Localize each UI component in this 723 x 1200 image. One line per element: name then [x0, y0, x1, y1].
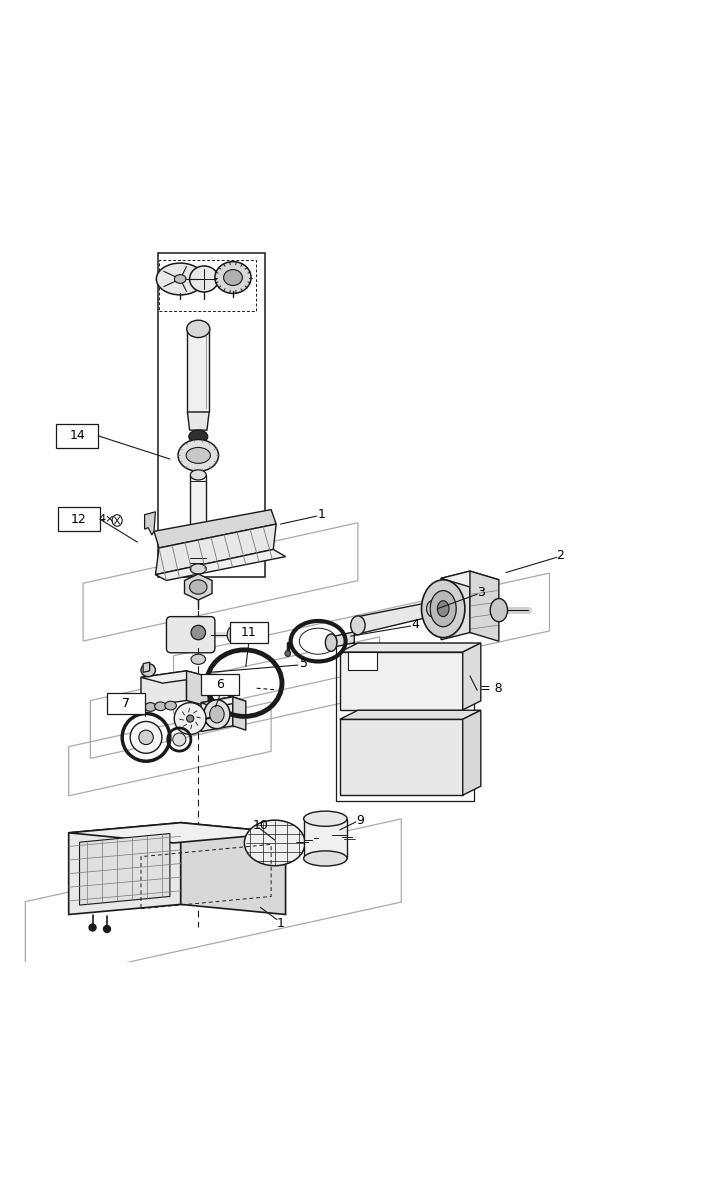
Polygon shape	[187, 412, 209, 430]
Bar	[158, 253, 265, 577]
Polygon shape	[233, 697, 246, 730]
Text: 12: 12	[71, 512, 87, 526]
Bar	[187, 329, 209, 412]
Polygon shape	[463, 710, 481, 796]
Ellipse shape	[187, 715, 194, 722]
Ellipse shape	[223, 270, 242, 286]
Ellipse shape	[190, 470, 206, 480]
Polygon shape	[155, 550, 286, 581]
Ellipse shape	[174, 275, 186, 283]
Polygon shape	[184, 574, 212, 600]
Polygon shape	[69, 823, 286, 842]
Text: 2: 2	[557, 548, 564, 562]
Ellipse shape	[145, 703, 156, 712]
Text: 4: 4	[412, 618, 419, 631]
Ellipse shape	[325, 634, 337, 652]
Text: 10: 10	[252, 820, 268, 832]
Bar	[201, 673, 239, 696]
Polygon shape	[358, 601, 434, 634]
Text: 3: 3	[477, 587, 484, 599]
Bar	[56, 424, 98, 448]
Text: 6: 6	[216, 678, 223, 691]
Ellipse shape	[210, 706, 224, 722]
Ellipse shape	[173, 733, 186, 746]
Polygon shape	[154, 510, 276, 548]
Ellipse shape	[178, 439, 218, 472]
Polygon shape	[181, 823, 286, 914]
Ellipse shape	[190, 564, 206, 574]
Text: 5: 5	[299, 658, 308, 670]
Bar	[304, 818, 347, 858]
Text: 1: 1	[277, 918, 284, 930]
Bar	[58, 508, 100, 532]
Ellipse shape	[351, 616, 365, 635]
Ellipse shape	[130, 721, 162, 754]
Polygon shape	[470, 571, 499, 641]
Ellipse shape	[186, 448, 210, 463]
Ellipse shape	[191, 625, 205, 640]
Polygon shape	[463, 643, 481, 710]
Text: = 8: = 8	[480, 682, 503, 695]
Ellipse shape	[299, 628, 337, 654]
Polygon shape	[141, 671, 208, 683]
Bar	[190, 475, 206, 569]
Polygon shape	[340, 719, 463, 796]
Text: 11: 11	[241, 626, 257, 640]
Ellipse shape	[89, 924, 96, 931]
Ellipse shape	[141, 664, 155, 677]
Polygon shape	[340, 643, 481, 652]
Polygon shape	[155, 524, 276, 575]
Polygon shape	[141, 671, 187, 707]
Ellipse shape	[139, 730, 153, 744]
Ellipse shape	[165, 701, 176, 710]
Ellipse shape	[189, 430, 208, 443]
Ellipse shape	[427, 600, 441, 617]
Ellipse shape	[155, 702, 166, 710]
Polygon shape	[201, 697, 246, 707]
Ellipse shape	[189, 266, 218, 292]
Bar	[230, 622, 268, 643]
Ellipse shape	[103, 925, 111, 932]
Polygon shape	[201, 697, 233, 732]
Polygon shape	[69, 823, 181, 914]
Polygon shape	[143, 662, 150, 672]
Text: 9: 9	[356, 814, 364, 827]
Polygon shape	[441, 571, 470, 640]
Ellipse shape	[437, 601, 449, 617]
Polygon shape	[187, 671, 208, 707]
Polygon shape	[80, 834, 170, 905]
Text: 4×: 4×	[99, 514, 115, 524]
Ellipse shape	[244, 820, 305, 865]
Ellipse shape	[304, 811, 347, 827]
Ellipse shape	[189, 580, 207, 594]
Ellipse shape	[204, 700, 230, 728]
Polygon shape	[331, 632, 354, 648]
Ellipse shape	[187, 320, 210, 337]
Bar	[107, 692, 145, 714]
Polygon shape	[441, 571, 499, 587]
Bar	[348, 652, 377, 670]
Ellipse shape	[430, 590, 456, 626]
Ellipse shape	[304, 851, 347, 866]
Ellipse shape	[174, 703, 206, 734]
Text: 14: 14	[69, 430, 85, 443]
Polygon shape	[145, 511, 155, 535]
Ellipse shape	[215, 262, 251, 294]
Ellipse shape	[227, 626, 237, 643]
Text: 1: 1	[318, 508, 325, 521]
Ellipse shape	[191, 654, 205, 665]
Polygon shape	[340, 710, 481, 719]
Ellipse shape	[156, 263, 204, 295]
Text: 7: 7	[121, 697, 130, 710]
Ellipse shape	[490, 599, 508, 622]
FancyBboxPatch shape	[166, 617, 215, 653]
Bar	[336, 643, 474, 800]
Polygon shape	[340, 652, 463, 710]
Ellipse shape	[285, 650, 291, 656]
Ellipse shape	[422, 580, 465, 637]
